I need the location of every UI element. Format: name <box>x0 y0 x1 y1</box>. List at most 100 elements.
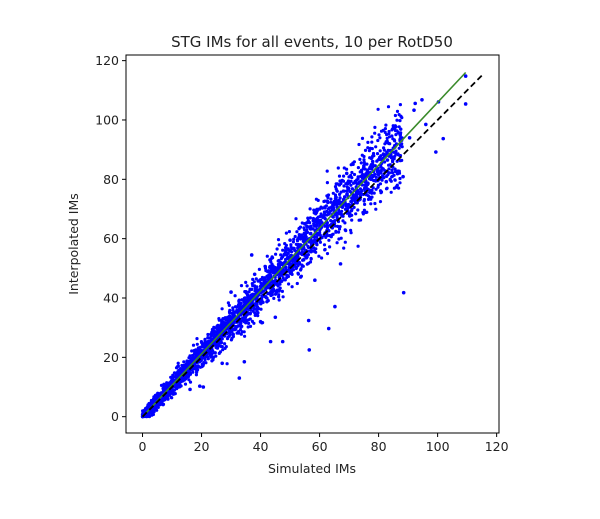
scatter-point <box>247 321 251 325</box>
scatter-point <box>207 341 211 345</box>
scatter-point <box>342 184 346 188</box>
scatter-point <box>265 274 269 278</box>
scatter-point <box>344 203 348 207</box>
scatter-point <box>371 186 375 190</box>
scatter-point <box>332 200 336 204</box>
scatter-point <box>373 125 377 129</box>
scatter-point <box>203 358 207 362</box>
scatter-point <box>345 185 349 189</box>
scatter-point <box>400 158 404 162</box>
scatter-point <box>231 332 235 337</box>
scatter-point <box>228 308 232 312</box>
scatter-point <box>188 380 193 384</box>
scatter-point <box>226 301 230 305</box>
scatter-point <box>264 296 268 300</box>
scatter-point <box>350 170 354 175</box>
scatter-point <box>378 189 383 193</box>
scatter-point <box>318 240 322 244</box>
scatter-point <box>302 239 306 243</box>
scatter-point <box>257 279 261 283</box>
scatter-point <box>306 318 311 323</box>
scatter-point <box>326 326 331 331</box>
scatter-point <box>285 256 290 260</box>
scatter-point <box>217 318 221 322</box>
scatter-point <box>373 131 377 135</box>
scatter-point <box>349 209 354 213</box>
scatter-point <box>180 377 184 382</box>
scatter-point <box>325 252 330 256</box>
scatter-point <box>194 373 198 377</box>
scatter-point <box>267 291 271 295</box>
scatter-point <box>391 160 395 164</box>
scatter-point <box>362 197 366 202</box>
scatter-point <box>434 150 438 154</box>
x-axis: 0 20 40 60 80 100 120 <box>139 433 509 454</box>
scatter-point <box>203 355 207 359</box>
scatter-point <box>232 311 236 315</box>
scatter-point <box>274 268 278 272</box>
scatter-point <box>377 170 381 174</box>
scatter-point <box>243 290 247 294</box>
scatter-point <box>281 295 285 299</box>
scatter-point <box>267 270 271 274</box>
scatter-point <box>381 167 385 171</box>
scatter-point <box>183 382 188 386</box>
fit-line <box>141 71 467 418</box>
scatter-point <box>203 342 207 346</box>
scatter-point <box>233 305 238 309</box>
scatter-point <box>314 208 318 212</box>
scatter-point <box>386 173 390 177</box>
scatter-point <box>240 324 244 328</box>
scatter-point <box>366 146 370 150</box>
scatter-point <box>195 342 199 346</box>
scatter-point <box>243 334 247 338</box>
scatter-point <box>360 170 364 174</box>
scatter-point <box>237 376 242 380</box>
scatter-point <box>372 174 376 178</box>
scatter-point <box>374 207 378 211</box>
scatter-point <box>317 254 321 258</box>
scatter-point <box>251 284 255 288</box>
scatter-point <box>295 281 299 286</box>
scatter-point <box>401 174 405 179</box>
scatter-point <box>352 160 356 164</box>
scatter-point <box>333 304 337 309</box>
scatter-point <box>228 331 232 336</box>
scatter-point <box>250 319 254 323</box>
scatter-point <box>290 250 294 254</box>
scatter-point <box>441 136 446 141</box>
scatter-point <box>226 335 230 339</box>
scatter-point <box>171 392 175 396</box>
scatter-point <box>295 239 300 243</box>
scatter-point <box>378 136 382 140</box>
scatter-point <box>385 133 389 137</box>
scatter-point <box>369 202 373 206</box>
scatter-point <box>367 149 371 153</box>
scatter-point <box>305 230 310 234</box>
scatter-point <box>276 262 280 266</box>
scatter-point <box>300 264 304 268</box>
scatter-point <box>342 166 346 170</box>
scatter-point <box>262 289 266 293</box>
scatter-point <box>343 221 347 225</box>
scatter-point <box>351 162 355 166</box>
scatter-point <box>336 166 340 170</box>
scatter-point <box>304 235 308 239</box>
scatter-point <box>255 306 259 310</box>
scatter-point <box>227 303 231 307</box>
scatter-point <box>341 179 346 183</box>
scatter-point <box>385 158 390 162</box>
scatter-point <box>159 402 163 406</box>
scatter-point <box>330 233 334 237</box>
scatter-point <box>384 179 389 184</box>
scatter-point <box>323 199 327 203</box>
scatter-point <box>463 74 468 78</box>
scatter-point <box>236 330 240 334</box>
scatter-point <box>263 264 267 268</box>
scatter-point <box>316 221 320 225</box>
scatter-point <box>309 257 313 261</box>
scatter-point <box>153 395 157 399</box>
scatter-point <box>360 176 364 180</box>
scatter-point <box>247 290 251 294</box>
x-tick-label: 20 <box>194 439 210 454</box>
